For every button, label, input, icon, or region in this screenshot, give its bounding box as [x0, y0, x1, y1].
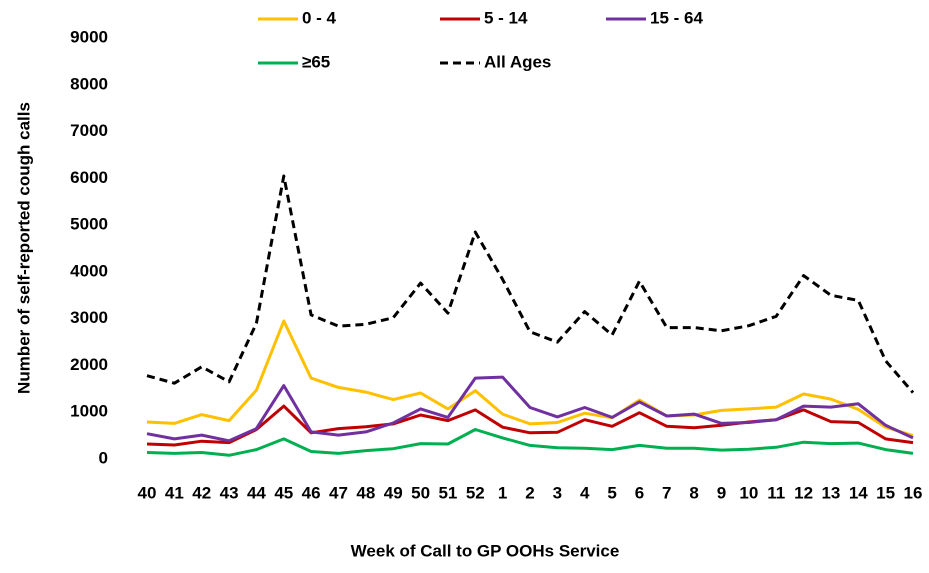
y-tick-label: 2000 — [70, 355, 108, 374]
line — [146, 404, 914, 447]
x-tick-label: 6 — [635, 483, 644, 502]
x-tick-label: 41 — [165, 483, 184, 502]
x-tick-label: 1 — [498, 483, 507, 502]
line — [146, 319, 914, 438]
y-tick-label: 9000 — [70, 27, 108, 46]
y-axis-label: Number of self-reported cough calls — [14, 102, 33, 394]
x-tick-label: 45 — [274, 483, 293, 502]
x-tick-label: 7 — [662, 483, 671, 502]
x-tick-label: 48 — [356, 483, 375, 502]
x-tick-label: 11 — [767, 483, 785, 502]
x-tick-label: 52 — [466, 483, 485, 502]
y-tick-label: 6000 — [70, 168, 108, 187]
x-tick-label: 14 — [849, 483, 868, 502]
legend-label: All Ages — [484, 52, 551, 71]
x-tick-label: 8 — [689, 483, 698, 502]
x-tick-label: 44 — [247, 483, 266, 502]
x-axis-label: Week of Call to GP OOHs Service — [351, 541, 620, 560]
line — [146, 174, 915, 394]
x-tick-label: 46 — [302, 483, 321, 502]
line — [146, 375, 914, 443]
y-tick-label: 8000 — [70, 74, 108, 93]
x-tick-label: 2 — [525, 483, 534, 502]
y-tick-label: 3000 — [70, 308, 108, 327]
x-tick-label: 49 — [384, 483, 403, 502]
y-tick-label: 1000 — [70, 402, 108, 421]
y-tick-label: 5000 — [70, 215, 108, 234]
y-tick-label: 7000 — [70, 121, 108, 140]
y-tick-label: 0 — [99, 448, 108, 467]
x-tick-label: 12 — [794, 483, 813, 502]
x-tick-label: 9 — [717, 483, 726, 502]
x-tick-label: 43 — [220, 483, 239, 502]
x-tick-label: 16 — [904, 483, 923, 502]
legend-label: 0 - 4 — [302, 8, 337, 27]
x-tick-label: 47 — [329, 483, 348, 502]
x-tick-label: 40 — [138, 483, 157, 502]
x-tick-label: 5 — [607, 483, 616, 502]
y-tick-label: 4000 — [70, 261, 108, 280]
x-tick-label: 42 — [192, 483, 211, 502]
line — [146, 428, 914, 457]
x-tick-label: 50 — [411, 483, 430, 502]
x-tick-label: 51 — [438, 483, 457, 502]
x-tick-label: 15 — [876, 483, 895, 502]
x-tick-label: 13 — [821, 483, 840, 502]
x-tick-label: 3 — [553, 483, 562, 502]
legend-label: ≥65 — [302, 52, 330, 71]
x-tick-label: 10 — [739, 483, 758, 502]
x-tick-label: 4 — [580, 483, 590, 502]
legend-label: 15 - 64 — [650, 8, 703, 27]
legend-label: 5 - 14 — [484, 8, 528, 27]
